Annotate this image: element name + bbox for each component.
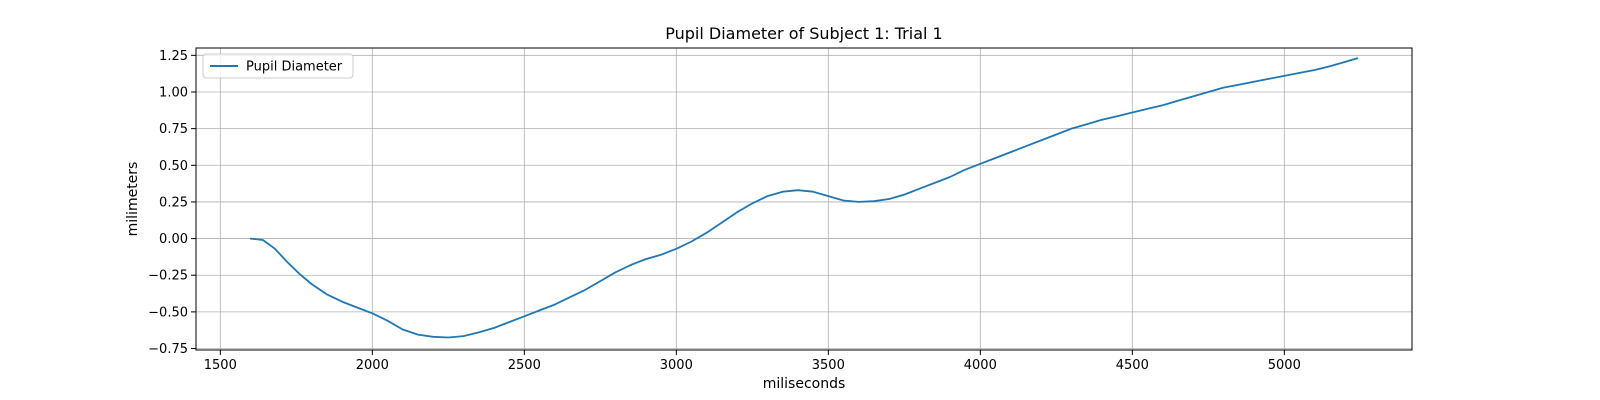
y-tick-label: 0.75 [159,122,188,137]
chart-title: Pupil Diameter of Subject 1: Trial 1 [665,24,942,43]
legend: Pupil Diameter [202,53,354,79]
y-axis: −0.75 −0.50 −0.25 0.00 0.25 0.50 0.75 1.00 1.25 [148,49,196,357]
plot-frame [195,47,1413,351]
x-tick-label: 4500 [1116,358,1149,373]
y-tick-label: −0.50 [148,305,188,320]
y-tick-label: 1.25 [159,49,188,64]
x-tick-label: 2000 [356,358,389,373]
y-tick-label: 0.00 [159,232,188,247]
y-tick-label: 0.25 [159,195,188,210]
legend-label: Pupil Diameter [246,60,343,75]
series-layer [249,57,1359,339]
x-axis-title: miliseconds [763,376,846,392]
x-tick-label: 5000 [1268,358,1301,373]
y-axis-title: milimeters [125,162,141,237]
x-tick-label: 2500 [508,358,541,373]
y-tick-label: 0.50 [159,159,188,174]
y-tick-label: −0.25 [148,269,188,284]
x-tick-label: 1500 [204,358,237,373]
x-axis: 1500 2000 2500 3000 3500 4000 4500 5000 [204,350,1301,373]
legend-box [202,53,354,79]
y-tick-label: 1.00 [159,85,188,100]
series-line [249,57,1359,339]
x-tick-label: 3500 [812,358,845,373]
x-tick-label: 3000 [660,358,693,373]
y-tick-label: −0.75 [148,342,188,357]
grid [196,48,1412,350]
x-tick-label: 4000 [964,358,997,373]
